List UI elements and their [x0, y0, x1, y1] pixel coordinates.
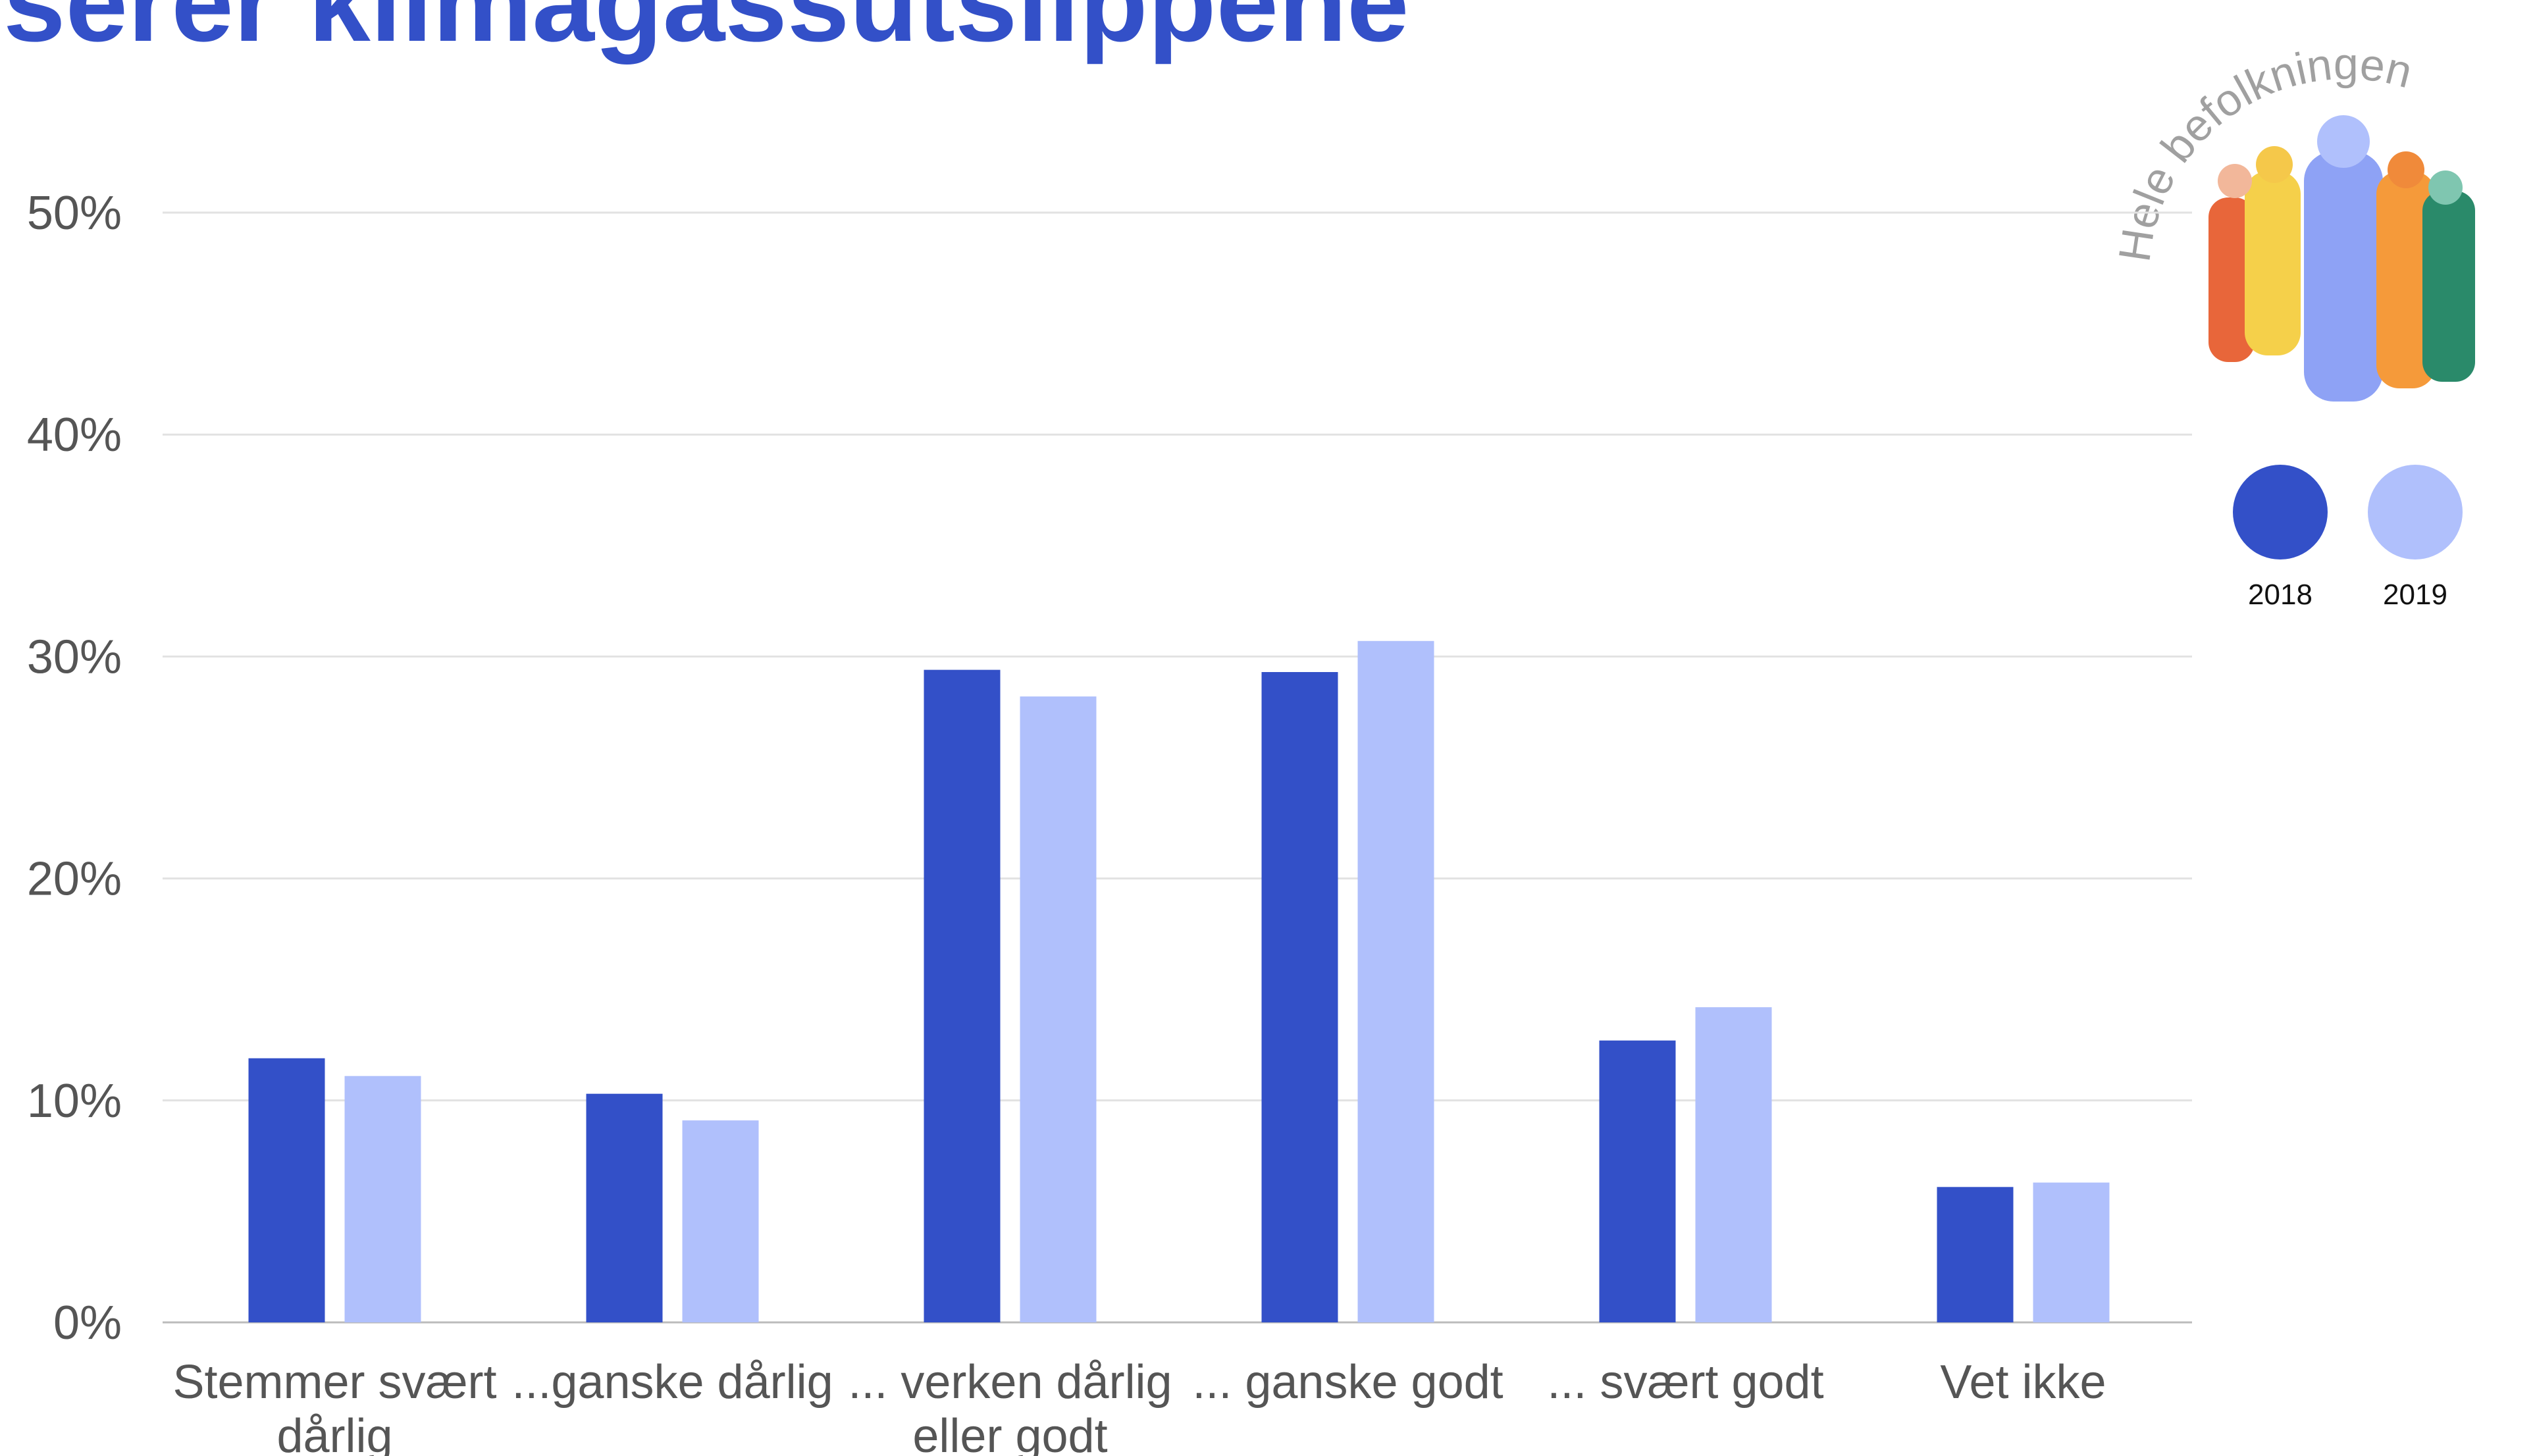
- y-tick-label: 0%: [53, 1297, 122, 1349]
- bar: [1696, 1007, 1772, 1322]
- x-tick-label: ... svært godt: [1517, 1355, 1854, 1409]
- bar: [1262, 672, 1338, 1322]
- x-tick-label: ... verken dårlig eller godt: [841, 1355, 1179, 1456]
- bar: [249, 1058, 325, 1322]
- chart: serer klimagassutslippene Hele befolknin…: [0, 0, 2535, 1456]
- bar: [2033, 1183, 2110, 1322]
- y-tick-label: 10%: [27, 1075, 122, 1128]
- bar: [924, 670, 1001, 1322]
- chart-title: serer klimagassutslippene: [3, 0, 1409, 65]
- legend-swatch: [2233, 465, 2328, 559]
- x-tick-label: ...ganske dårlig: [504, 1355, 841, 1409]
- y-tick-label: 50%: [27, 187, 122, 240]
- bar: [1020, 696, 1097, 1322]
- y-tick-label: 40%: [27, 409, 122, 461]
- x-tick-label: ... ganske godt: [1179, 1355, 1517, 1409]
- page: serer klimagassutslippene Hele befolknin…: [0, 0, 2535, 1456]
- bar: [587, 1094, 663, 1322]
- bar: [345, 1076, 421, 1322]
- x-tick-label: Stemmer svært dårlig: [166, 1355, 504, 1456]
- x-tick-label: Vet ikke: [1854, 1355, 2192, 1409]
- people-illustration: [2208, 115, 2475, 402]
- bar: [683, 1120, 759, 1322]
- bar: [1358, 641, 1434, 1322]
- legend-swatch: [2368, 465, 2463, 559]
- legend-label: 2019: [2383, 579, 2447, 611]
- legend-label: 2018: [2248, 579, 2313, 611]
- y-tick-label: 20%: [27, 853, 122, 906]
- y-tick-label: 30%: [27, 631, 122, 683]
- bar: [1600, 1041, 1676, 1322]
- bar: [1937, 1187, 2014, 1322]
